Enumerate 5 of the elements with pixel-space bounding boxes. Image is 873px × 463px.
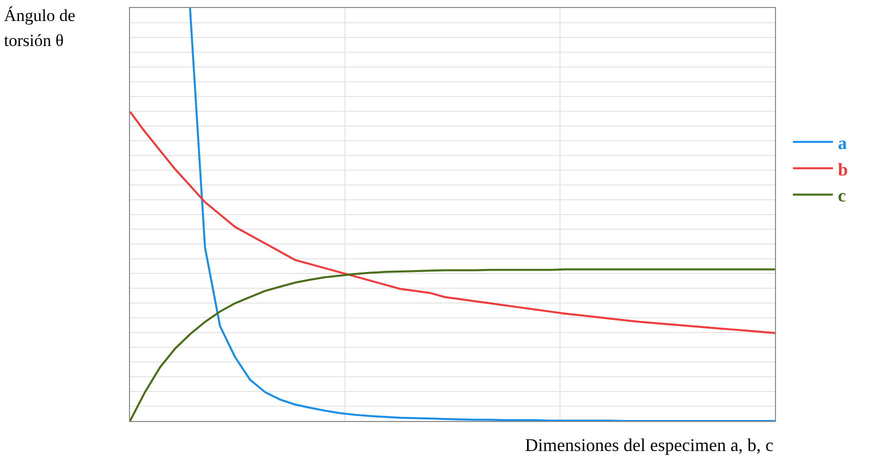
x-axis-title: Dimensiones del especimen a, b, c [525,435,774,455]
legend-label: c [838,186,846,206]
y-axis-title: Ángulo de torsión θ [4,5,76,52]
legend-label: a [838,132,847,153]
legend-label: b [838,159,848,180]
